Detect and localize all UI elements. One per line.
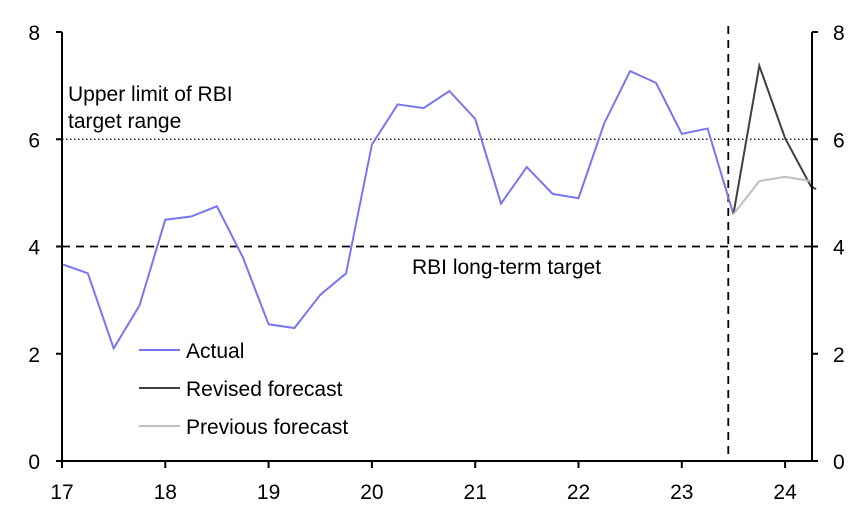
- x-tick-label: 22: [567, 481, 590, 504]
- upper-limit-label-line1: Upper limit of RBI: [68, 83, 233, 106]
- y-tick-label-right: 8: [833, 22, 845, 45]
- upper-limit-label-line2: target range: [68, 110, 181, 133]
- legend-label-revised: Revised forecast: [186, 378, 343, 401]
- x-tick-label: 21: [464, 481, 487, 504]
- y-tick-label-right: 6: [833, 129, 845, 152]
- y-tick-label-left: 0: [28, 451, 40, 474]
- legend-label-actual: Actual: [186, 340, 244, 363]
- y-tick-label-left: 6: [28, 129, 40, 152]
- x-tick-label: 19: [257, 481, 280, 504]
- y-tick-label-right: 0: [833, 451, 845, 474]
- y-tick-label-right: 2: [833, 344, 845, 367]
- series-line-previous-forecast: [732, 175, 812, 215]
- x-tick-label: 18: [154, 481, 177, 504]
- y-tick-label-left: 4: [28, 237, 40, 260]
- series-line-actual: [61, 69, 735, 351]
- series-line-revised-forecast: [732, 61, 817, 215]
- x-tick-label: 24: [773, 481, 797, 504]
- y-tick-label-left: 8: [28, 22, 40, 45]
- x-tick-label: 23: [670, 481, 693, 504]
- y-tick-label-right: 4: [833, 237, 845, 260]
- y-tick-label-left: 2: [28, 344, 40, 367]
- x-tick-label: 17: [50, 481, 73, 504]
- x-tick-label: 20: [360, 481, 383, 504]
- long-term-target-label: RBI long-term target: [412, 256, 601, 279]
- legend-label-previous: Previous forecast: [186, 416, 348, 439]
